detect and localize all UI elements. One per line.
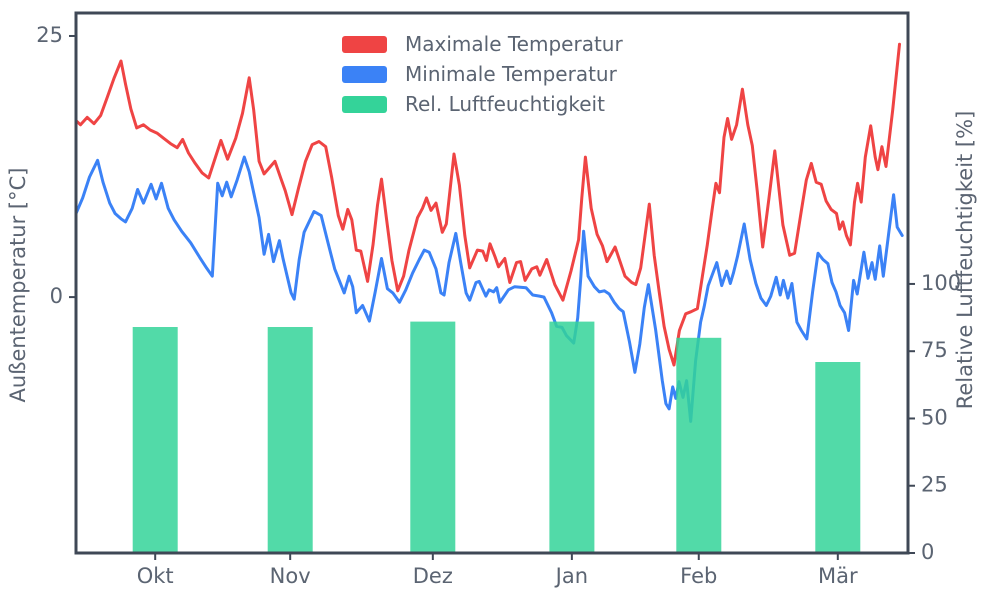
- humidity-bar-Okt: [132, 327, 178, 553]
- right-tick-label-75: 75: [921, 338, 948, 362]
- axis-ticks: [69, 34, 915, 560]
- x-tick-label-Jan: Jan: [554, 564, 588, 588]
- left-tick-label-25: 25: [36, 23, 63, 47]
- legend-swatch-2: [342, 96, 387, 113]
- humidity-bar-Jan: [549, 321, 595, 553]
- legend-swatch-1: [342, 66, 387, 83]
- legend-label-0: Maximale Temperatur: [405, 32, 623, 56]
- x-tick-label-Nov: Nov: [270, 564, 311, 588]
- humidity-bar-Feb: [676, 337, 722, 553]
- right-tick-label-0: 0: [921, 540, 934, 564]
- axis-tick-labels: Okt Nov Dez Jan Feb Mär 0 25 0 25 50 75 100: [36, 23, 961, 588]
- right-tick-label-25: 25: [921, 473, 948, 497]
- right-tick-label-50: 50: [921, 405, 948, 429]
- line-series-1-min-temperature: [76, 155, 904, 423]
- legend-label-1: Minimale Temperatur: [405, 62, 618, 86]
- left-y-axis-label: Außentemperatur [°C]: [6, 168, 30, 403]
- x-tick-label-Feb: Feb: [680, 564, 717, 588]
- legend-swatch-0: [342, 36, 387, 53]
- legend: Maximale Temperatur Minimale Temperatur Re…: [342, 32, 623, 116]
- temperature-lines-layer: [76, 42, 904, 423]
- humidity-bar-Nov: [267, 327, 313, 553]
- x-tick-label-Mär: Mär: [818, 564, 858, 588]
- x-tick-label-Dez: Dez: [413, 564, 453, 588]
- legend-label-2: Rel. Luftfeuchtigkeit: [405, 92, 605, 116]
- line-series-0-max-temperature: [76, 42, 901, 367]
- humidity-bars-layer: [132, 321, 861, 553]
- right-y-axis-label: Relative Luftfeuchtigkeit [%]: [953, 111, 977, 410]
- humidity-bar-Mär: [815, 362, 861, 553]
- x-tick-label-Okt: Okt: [137, 564, 174, 588]
- right-tick-label-100: 100: [921, 271, 961, 295]
- humidity-bar-Dez: [410, 321, 456, 553]
- left-tick-label-0: 0: [50, 284, 63, 308]
